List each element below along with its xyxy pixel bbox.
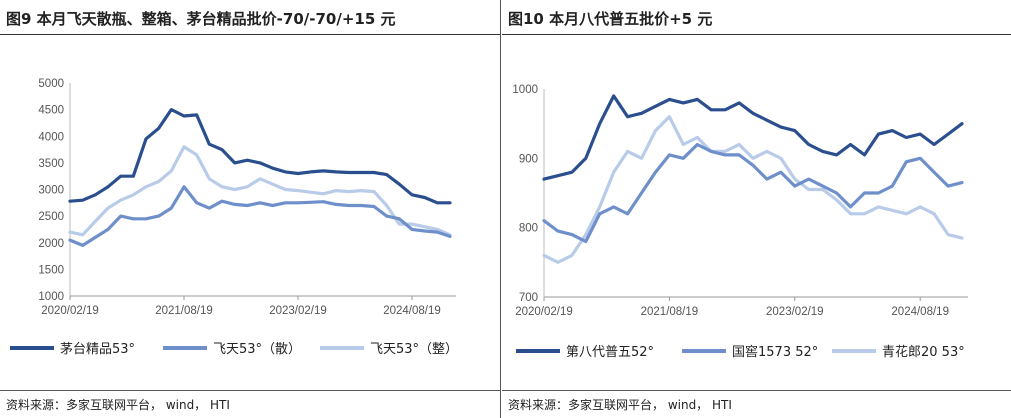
legend-label: 青花郎20 53° [882, 344, 965, 360]
x-tick-label: 2021/08/19 [155, 305, 213, 317]
y-tick-label: 3000 [38, 185, 64, 197]
chart-title: 图9 本月飞天散瓶、整箱、茅台精品批价-70/-70/+15 元 [6, 10, 396, 28]
legend-label: 茅台精品53° [60, 342, 135, 357]
legend-label: 飞天53°（整） [370, 342, 458, 357]
y-tick-label: 4500 [38, 105, 64, 117]
y-tick-label: 5000 [38, 78, 64, 90]
y-tick-label: 1500 [38, 264, 64, 276]
y-tick-label: 2000 [38, 238, 64, 250]
title-bar: 图9 本月飞天散瓶、整箱、茅台精品批价-70/-70/+15 元 [0, 0, 500, 35]
y-tick-label: 1000 [512, 84, 538, 96]
series-line-1 [542, 94, 964, 181]
y-tick-label: 4000 [38, 131, 64, 143]
source-note: 资料来源：多家互联网平台， wind， HTI [6, 398, 230, 412]
legend-label: 飞天53°（散） [213, 342, 301, 357]
title-bar: 图10 本月八代普五批价+5 元 [502, 0, 1011, 35]
source-divider [502, 390, 1011, 391]
x-tick-label: 2024/08/19 [891, 306, 949, 318]
y-tick-label: 800 [519, 223, 538, 235]
y-tick-label: 1000 [38, 291, 64, 303]
line-chart-right: 700 800 900 1000 2020/02/19 2021/08/19 2023/02… [512, 84, 968, 360]
x-tick-label: 2023/02/19 [766, 306, 824, 318]
panel-divider [500, 0, 501, 418]
y-tick-label: 700 [519, 292, 538, 304]
series-line-3 [542, 115, 964, 264]
legend-label: 第八代普五52° [566, 345, 654, 360]
source-note: 资料来源：多家互联网平台， wind， HTI [508, 398, 732, 412]
y-tick-label: 900 [519, 153, 538, 165]
series-line-3 [68, 145, 452, 237]
chart-panel-left: 图9 本月飞天散瓶、整箱、茅台精品批价-70/-70/+15 元 1000 150… [0, 0, 500, 418]
series-line-2 [68, 185, 452, 247]
source-divider [0, 390, 500, 391]
legend-label: 国窖1573 52° [732, 344, 818, 360]
series-line-1 [68, 108, 452, 205]
chart-panel-right: 图10 本月八代普五批价+5 元 700 800 900 1000 2020/02/19… [502, 0, 1011, 418]
line-chart-left: 1000 1500 2000 2500 3000 3500 4000 4500 5000 2020… [10, 78, 458, 357]
y-tick-label: 2500 [38, 211, 64, 223]
series-line-2 [542, 142, 964, 244]
x-tick-label: 2021/08/19 [641, 306, 699, 318]
x-tick-label: 2023/02/19 [269, 305, 327, 317]
x-tick-label: 2020/02/19 [515, 306, 573, 318]
y-tick-label: 3500 [38, 158, 64, 170]
chart-title: 图10 本月八代普五批价+5 元 [508, 10, 713, 28]
x-tick-label: 2024/08/19 [383, 305, 441, 317]
x-tick-label: 2020/02/19 [41, 305, 99, 317]
